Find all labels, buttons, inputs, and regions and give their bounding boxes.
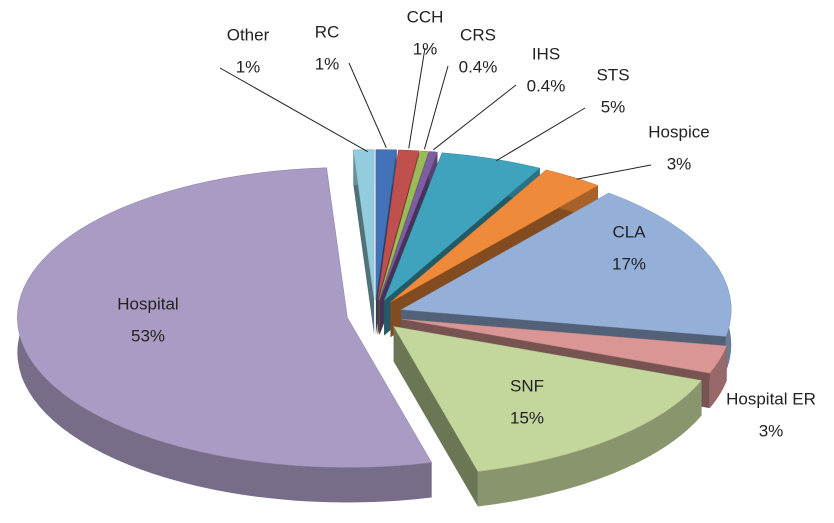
value-label: 53% xyxy=(131,326,165,345)
leader-line xyxy=(408,47,426,149)
leader-line xyxy=(348,62,387,148)
value-label: 1% xyxy=(236,57,261,76)
category-label: STS xyxy=(596,65,629,84)
value-label: 1% xyxy=(315,54,340,73)
slice-top xyxy=(390,169,599,303)
value-label: 0.4% xyxy=(527,76,566,95)
leader-line xyxy=(495,107,586,162)
slice-top xyxy=(400,192,732,337)
value-label: 5% xyxy=(601,97,626,116)
leader-line xyxy=(423,65,449,150)
category-label: Hospital xyxy=(117,294,178,313)
slice-side xyxy=(709,345,727,409)
slice-side xyxy=(477,380,702,507)
slice xyxy=(353,149,375,335)
slice-top xyxy=(379,151,438,300)
value-label: 15% xyxy=(510,408,544,427)
slice-top xyxy=(383,152,541,301)
category-label: RC xyxy=(315,22,340,41)
slice-top xyxy=(378,150,429,300)
category-label: Hospital ER xyxy=(726,389,816,408)
slice-top xyxy=(375,149,397,300)
value-label: 17% xyxy=(612,254,646,273)
leader-line xyxy=(433,84,517,151)
value-label: 0.4% xyxy=(459,57,498,76)
slice-top xyxy=(17,167,433,468)
category-label: IHS xyxy=(532,44,560,63)
category-label: CCH xyxy=(407,7,444,26)
category-label: SNF xyxy=(510,376,544,395)
value-label: 3% xyxy=(667,154,692,173)
leader-line xyxy=(576,164,652,180)
slice-side xyxy=(17,167,432,503)
category-label: Hospice xyxy=(648,122,709,141)
category-label: CRS xyxy=(460,25,496,44)
slice-side xyxy=(393,326,478,507)
slice-top xyxy=(353,149,375,300)
leader-line xyxy=(219,67,368,153)
slice xyxy=(393,326,703,507)
slice xyxy=(17,167,433,503)
category-label: Other xyxy=(227,25,270,44)
slice-top xyxy=(393,326,703,472)
slice-top xyxy=(377,149,420,300)
value-label: 3% xyxy=(759,421,784,440)
slice-top xyxy=(401,318,728,374)
slice-side xyxy=(353,149,375,335)
category-label: CLA xyxy=(612,222,646,241)
